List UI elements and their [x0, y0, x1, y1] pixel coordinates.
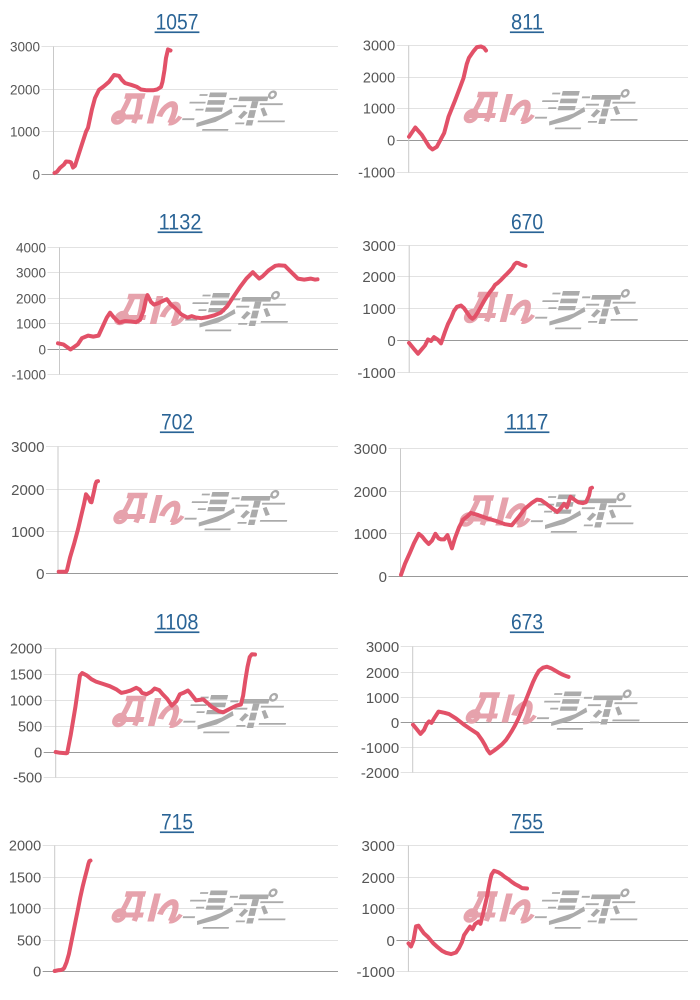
svg-text:0: 0 — [387, 333, 395, 350]
svg-text:1000: 1000 — [362, 301, 395, 318]
svg-text:1132: 1132 — [159, 210, 202, 235]
svg-text:0: 0 — [33, 965, 41, 981]
svg-text:1000: 1000 — [10, 124, 40, 139]
svg-text:2000: 2000 — [10, 642, 42, 658]
svg-text:0: 0 — [32, 167, 40, 182]
svg-text:2000: 2000 — [9, 839, 41, 855]
svg-text:4000: 4000 — [16, 240, 46, 255]
svg-text:1000: 1000 — [10, 694, 42, 710]
svg-text:0: 0 — [38, 342, 46, 357]
svg-text:670: 670 — [511, 210, 543, 235]
svg-text:1500: 1500 — [9, 871, 41, 887]
svg-text:2000: 2000 — [11, 482, 44, 499]
svg-text:755: 755 — [511, 810, 543, 835]
svg-text:-2000: -2000 — [361, 765, 399, 782]
svg-text:2000: 2000 — [16, 291, 46, 306]
svg-text:3000: 3000 — [354, 441, 387, 458]
svg-text:1000: 1000 — [16, 316, 46, 331]
svg-text:3000: 3000 — [362, 238, 395, 255]
svg-text:3000: 3000 — [362, 838, 395, 855]
svg-text:2000: 2000 — [354, 484, 387, 501]
svg-text:500: 500 — [17, 934, 41, 950]
svg-text:-1000: -1000 — [11, 367, 46, 382]
svg-text:500: 500 — [18, 720, 42, 736]
svg-text:0: 0 — [36, 566, 44, 583]
svg-text:0: 0 — [391, 715, 399, 732]
svg-text:1000: 1000 — [9, 902, 41, 918]
svg-text:1000: 1000 — [363, 102, 395, 118]
svg-text:1000: 1000 — [366, 690, 399, 707]
svg-text:3000: 3000 — [11, 439, 44, 456]
svg-text:-1000: -1000 — [357, 365, 395, 382]
svg-text:702: 702 — [161, 410, 193, 435]
svg-text:-500: -500 — [13, 771, 42, 787]
svg-text:673: 673 — [511, 610, 543, 635]
svg-text:2000: 2000 — [10, 82, 40, 97]
svg-text:2000: 2000 — [362, 870, 395, 887]
svg-text:-1000: -1000 — [358, 166, 395, 182]
svg-text:0: 0 — [34, 746, 42, 762]
svg-text:1108: 1108 — [156, 610, 199, 635]
svg-text:2000: 2000 — [362, 269, 395, 286]
svg-text:0: 0 — [387, 933, 395, 950]
svg-text:-1000: -1000 — [361, 740, 399, 757]
svg-text:3000: 3000 — [366, 639, 399, 656]
svg-text:1057: 1057 — [156, 10, 199, 35]
svg-text:0: 0 — [379, 569, 387, 586]
svg-text:2000: 2000 — [363, 71, 395, 87]
svg-text:-1000: -1000 — [357, 964, 395, 981]
svg-text:3000: 3000 — [10, 39, 40, 54]
svg-text:1000: 1000 — [11, 524, 44, 541]
svg-text:811: 811 — [511, 10, 543, 35]
svg-text:715: 715 — [161, 810, 193, 835]
svg-text:1500: 1500 — [10, 668, 42, 684]
svg-text:0: 0 — [387, 134, 395, 150]
svg-text:1000: 1000 — [354, 526, 387, 543]
svg-text:1000: 1000 — [362, 901, 395, 918]
svg-text:1117: 1117 — [506, 410, 549, 435]
svg-text:2000: 2000 — [366, 665, 399, 682]
svg-text:3000: 3000 — [16, 265, 46, 280]
svg-text:3000: 3000 — [363, 39, 395, 55]
